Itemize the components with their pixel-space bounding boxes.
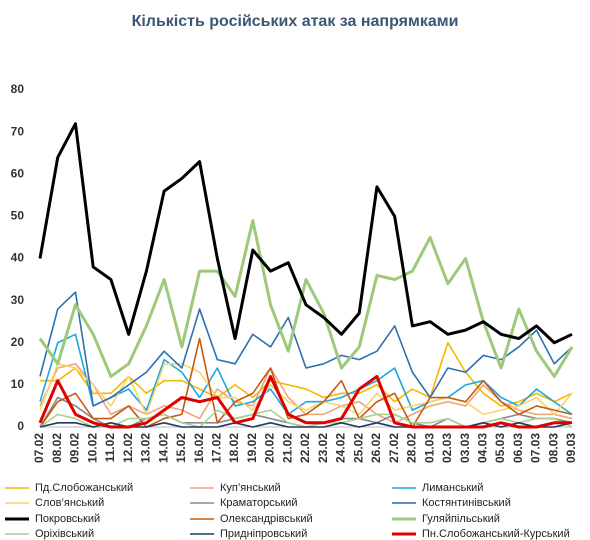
legend-label: Покровський	[35, 513, 100, 525]
y-tick-label: 10	[11, 377, 25, 391]
x-tick-label: 09.03	[564, 433, 578, 463]
legend-label: Краматорський	[220, 497, 298, 509]
x-tick-label: 28.02	[405, 433, 419, 463]
x-tick-label: 27.02	[387, 433, 401, 463]
x-tick-label: 24.02	[334, 433, 348, 463]
legend-label: Костянтинівський	[422, 497, 511, 509]
x-tick-label: 19.02	[245, 433, 259, 463]
legend-label: Олександрівський	[220, 513, 313, 525]
x-tick-label: 05.03	[493, 433, 507, 463]
x-tick-label: 21.02	[280, 433, 294, 463]
legend-label: Лиманський	[422, 482, 483, 494]
x-tick-label: 13.02	[139, 433, 153, 463]
legend-label: Оріхівський	[35, 528, 94, 540]
y-tick-label: 80	[11, 82, 25, 96]
x-tick-label: 02.03	[440, 433, 454, 463]
series-line	[38, 219, 574, 378]
series-line	[38, 122, 573, 345]
legend-label: Придніпровський	[220, 528, 307, 540]
series-line	[39, 291, 573, 407]
x-tick-label: 10.02	[85, 433, 99, 463]
legend-label: Слов’янський	[35, 497, 104, 509]
x-tick-label: 07.03	[529, 433, 543, 463]
x-tick-label: 07.02	[32, 433, 46, 463]
legend-label: Пд.Слобожанський	[35, 482, 133, 494]
x-tick-label: 22.02	[298, 433, 312, 463]
x-tick-label: 16.02	[192, 433, 206, 463]
y-tick-label: 50	[11, 209, 25, 223]
x-tick-label: 09.02	[68, 433, 82, 463]
y-tick-label: 70	[11, 124, 25, 138]
x-tick-label: 11.02	[103, 433, 117, 463]
legend-label: Куп’янський	[220, 482, 281, 494]
y-tick-label: 30	[11, 293, 25, 307]
x-tick-label: 25.02	[351, 433, 365, 463]
x-tick-label: 17.02	[210, 433, 224, 463]
x-tick-label: 08.03	[546, 433, 560, 463]
chart-title: Кількість російських атак за напрямками	[132, 13, 459, 30]
legend-label: Гуляйпільський	[422, 513, 500, 525]
series-line	[39, 337, 573, 428]
series-line	[40, 341, 573, 407]
x-tick-label: 08.02	[50, 433, 64, 463]
x-tick-label: 15.02	[174, 433, 188, 463]
x-tick-label: 26.02	[369, 433, 383, 463]
x-tick-label: 03.03	[458, 433, 472, 463]
x-tick-label: 12.02	[121, 433, 135, 463]
series-line	[38, 374, 572, 429]
x-tick-label: 06.03	[511, 433, 525, 463]
y-tick-label: 60	[11, 166, 25, 180]
legend-label: Пн.Слобожанський-Курський	[422, 528, 570, 540]
y-tick-label: 0	[17, 419, 24, 433]
x-tick-label: 18.02	[227, 433, 241, 463]
x-tick-label: 23.02	[316, 433, 330, 463]
x-tick-label: 20.02	[263, 433, 277, 463]
x-tick-label: 14.02	[156, 433, 170, 463]
y-tick-label: 40	[11, 251, 25, 265]
x-tick-label: 04.03	[476, 433, 490, 463]
series-line	[39, 363, 573, 416]
x-tick-label: 01.03	[422, 433, 436, 463]
y-tick-label: 20	[11, 335, 25, 349]
